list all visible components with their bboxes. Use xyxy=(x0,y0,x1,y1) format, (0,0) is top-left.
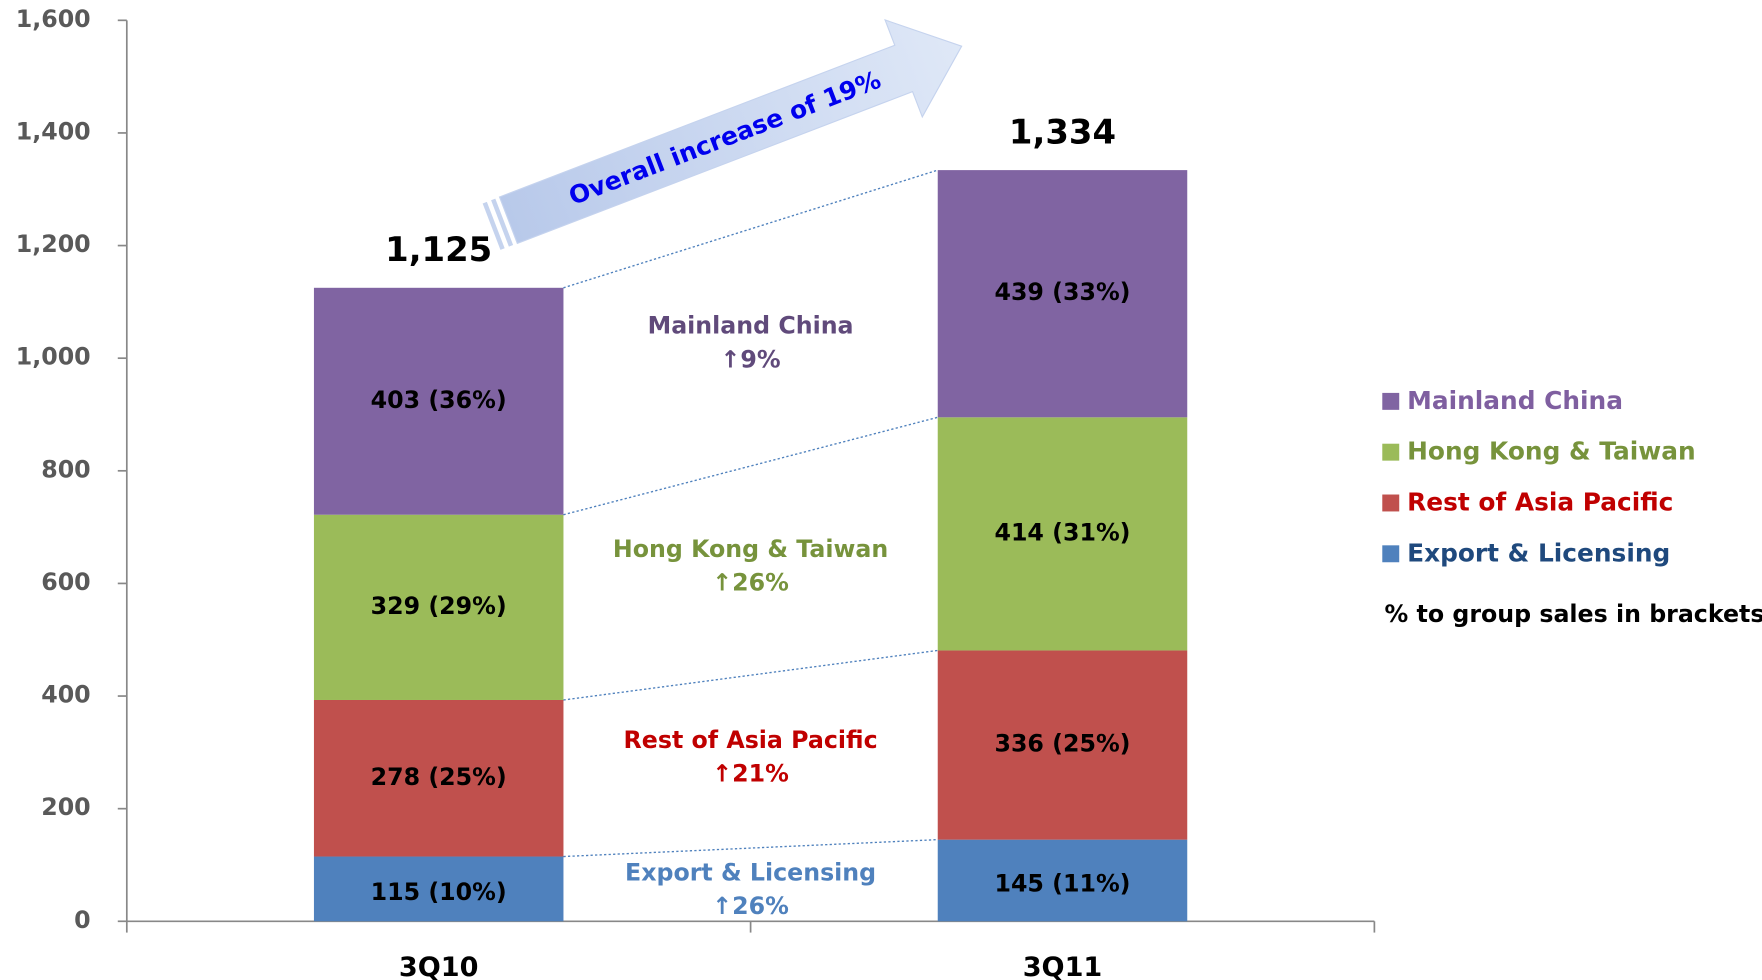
x-tick-label: 3Q11 xyxy=(1023,952,1103,980)
connector xyxy=(563,169,938,289)
legend-label: Rest of Asia Pacific xyxy=(1407,488,1673,517)
growth-change: ↑26% xyxy=(712,569,789,597)
y-tick-label: 800 xyxy=(41,455,90,483)
value-label: 329 (29%) xyxy=(371,592,507,620)
growth-name: Mainland China xyxy=(648,312,854,340)
value-label: 336 (25%) xyxy=(994,730,1130,758)
y-tick-label: 600 xyxy=(41,568,90,596)
legend-swatch xyxy=(1382,545,1400,563)
y-tick-label: 1,400 xyxy=(16,117,91,145)
growth-change: ↑9% xyxy=(721,346,781,374)
legend-label: Export & Licensing xyxy=(1407,538,1670,567)
y-tick-label: 1,000 xyxy=(16,343,91,371)
y-tick-label: 1,600 xyxy=(16,5,91,33)
bar-segment xyxy=(937,839,1188,922)
bar-segment xyxy=(313,514,564,700)
bar-segment xyxy=(313,856,564,922)
bar-segment xyxy=(313,699,564,857)
value-label: 115 (10%) xyxy=(371,878,507,906)
legend-label: Hong Kong & Taiwan xyxy=(1407,437,1696,466)
growth-name: Hong Kong & Taiwan xyxy=(613,535,888,563)
growth-change: ↑21% xyxy=(712,760,789,788)
connector xyxy=(563,416,938,516)
legend-note: % to group sales in brackets xyxy=(1385,600,1762,628)
value-label: 414 (31%) xyxy=(994,518,1130,546)
annotation: Overall increase of 19% xyxy=(565,65,885,211)
total-label: 1,125 xyxy=(385,230,492,269)
overall-arrow: Overall increase of 19% xyxy=(482,19,963,250)
bar-segment xyxy=(313,287,564,515)
y-tick-label: 0 xyxy=(74,906,90,934)
value-label: 278 (25%) xyxy=(371,763,507,791)
legend-swatch xyxy=(1382,494,1400,512)
bar-segment xyxy=(937,170,1188,418)
connector xyxy=(563,649,938,701)
growth-name: Export & Licensing xyxy=(625,858,876,886)
connector xyxy=(563,838,938,858)
growth-change: ↑26% xyxy=(712,892,789,920)
y-tick-label: 400 xyxy=(41,681,90,709)
total-label: 1,334 xyxy=(1009,112,1116,151)
y-tick-label: 200 xyxy=(41,793,90,821)
value-label: 403 (36%) xyxy=(371,386,507,414)
x-tick-label: 3Q10 xyxy=(399,952,479,980)
y-tick-label: 1,200 xyxy=(16,230,91,258)
bar-segment xyxy=(937,417,1188,651)
legend-swatch xyxy=(1382,443,1400,461)
bar-segment xyxy=(937,650,1188,840)
growth-name: Rest of Asia Pacific xyxy=(624,726,878,754)
legend-swatch xyxy=(1382,392,1400,410)
legend-label: Mainland China xyxy=(1407,386,1623,415)
value-label: 439 (33%) xyxy=(994,278,1130,306)
value-label: 145 (11%) xyxy=(994,869,1130,897)
